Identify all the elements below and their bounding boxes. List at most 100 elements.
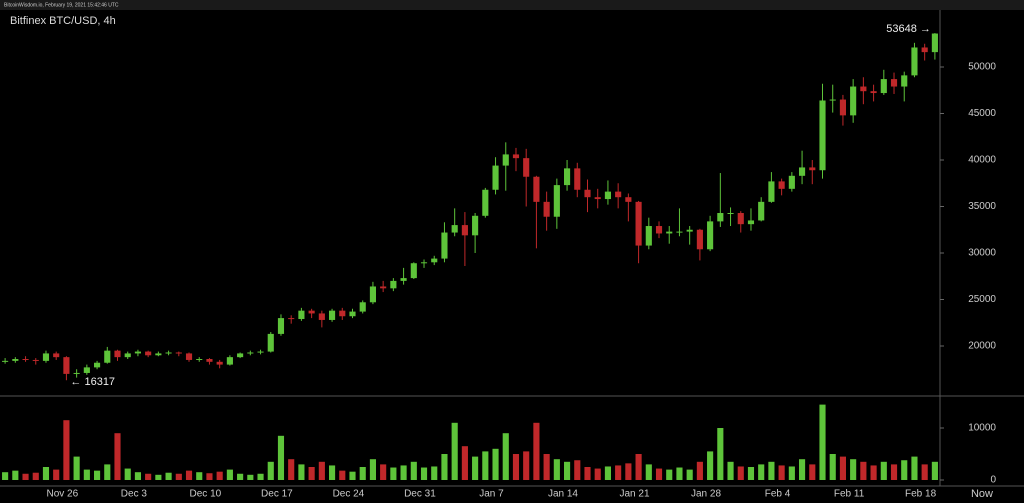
candle-body <box>788 175 795 189</box>
volume-bar <box>308 467 315 480</box>
x-tick-label: Feb 11 <box>834 489 865 500</box>
y-tick-label: 45000 <box>968 108 996 119</box>
candle-body <box>155 353 162 356</box>
volume-bar <box>523 451 530 480</box>
x-tick-label: Dec 17 <box>261 489 293 500</box>
candle-body <box>420 262 428 264</box>
candle-body <box>390 280 397 289</box>
x-tick-label: Feb 18 <box>905 489 937 500</box>
candle-body <box>666 231 673 234</box>
volume-bar <box>584 467 591 480</box>
candle-body <box>880 79 887 94</box>
volume-bar <box>216 471 223 480</box>
candle-body <box>185 353 193 360</box>
candle-body <box>329 310 336 320</box>
volume-bar <box>788 466 795 480</box>
candle-body <box>349 311 356 317</box>
candle-body <box>594 197 601 200</box>
candle-body <box>124 353 131 358</box>
x-tick-label: Dec 31 <box>404 489 436 500</box>
volume-bar <box>635 454 642 480</box>
volume-bar <box>339 470 346 480</box>
volume-bar <box>901 460 908 480</box>
candle-body <box>911 47 918 76</box>
volume-bar <box>860 461 867 480</box>
header-bar <box>0 0 1024 10</box>
volume-bar <box>809 464 816 480</box>
candle-body <box>53 353 60 358</box>
candle-body <box>512 154 520 159</box>
candle-body <box>267 333 274 352</box>
volume-bar <box>104 464 111 480</box>
volume-bar <box>145 473 152 480</box>
low-annotation: ← 16317 <box>70 376 115 388</box>
volume-bar <box>359 467 366 480</box>
volume-bar <box>502 433 509 480</box>
candle-body <box>655 226 663 234</box>
candle-body <box>543 201 550 217</box>
volume-bar <box>420 467 428 480</box>
volume-bar <box>114 433 121 480</box>
candle-body <box>165 352 172 354</box>
volume-bar <box>829 454 836 480</box>
candle-body <box>819 100 826 171</box>
volume-bar <box>839 456 846 480</box>
candle-body <box>145 351 152 356</box>
volume-bar <box>727 461 734 480</box>
candle-body <box>921 47 928 53</box>
volume-tick-label: 0 <box>990 475 996 486</box>
candle-body <box>747 220 755 225</box>
volume-bar <box>390 467 397 480</box>
candle-body <box>12 359 19 361</box>
candle-body <box>298 310 305 320</box>
y-tick-label: 25000 <box>968 294 996 305</box>
candle-body <box>799 167 806 176</box>
volume-bar <box>12 470 19 480</box>
candle-body <box>63 357 70 374</box>
candle-body <box>32 359 39 361</box>
volume-bar <box>615 465 622 480</box>
volume-bar <box>655 468 663 480</box>
x-tick-label: Jan 7 <box>479 489 504 500</box>
chart-title: Bitfinex BTC/USD, 4h <box>10 15 116 27</box>
x-tick-label: Jan 21 <box>619 489 649 500</box>
volume-bar <box>645 464 652 480</box>
candle-body <box>308 310 315 314</box>
candle-body <box>196 359 203 361</box>
volume-bar <box>206 473 213 480</box>
candle-body <box>94 362 101 368</box>
volume-bar <box>553 459 560 480</box>
candle-body <box>931 33 938 53</box>
volume-bar <box>850 459 857 480</box>
candle-body <box>175 352 182 354</box>
candle-body <box>339 310 346 317</box>
candle-body <box>134 351 141 354</box>
volume-bar <box>400 465 407 480</box>
candle-body <box>216 361 223 365</box>
volume-bar <box>482 451 489 480</box>
volume-bar <box>931 461 938 480</box>
candle-body <box>696 229 703 250</box>
volume-bar <box>277 435 285 480</box>
volume-bar <box>175 473 182 480</box>
candle-body <box>380 286 387 289</box>
volume-bar <box>911 456 918 480</box>
volume-bar <box>758 464 765 480</box>
volume-bar <box>2 472 9 480</box>
candle-body <box>890 79 898 87</box>
candle-body <box>257 351 264 353</box>
volume-bar <box>890 464 898 480</box>
candle-body <box>206 359 213 362</box>
volume-bar <box>594 468 601 480</box>
candle-body <box>870 91 877 94</box>
candle-body <box>553 185 560 217</box>
volume-bar <box>124 468 131 480</box>
candle-body <box>226 357 233 365</box>
volume-tick-label: 10000 <box>968 423 996 434</box>
volume-bar <box>42 467 50 480</box>
volume-bar <box>533 422 540 480</box>
volume-bar <box>32 472 39 480</box>
candle-body <box>615 191 622 198</box>
candle-body <box>604 191 611 200</box>
volume-bar <box>686 469 693 480</box>
